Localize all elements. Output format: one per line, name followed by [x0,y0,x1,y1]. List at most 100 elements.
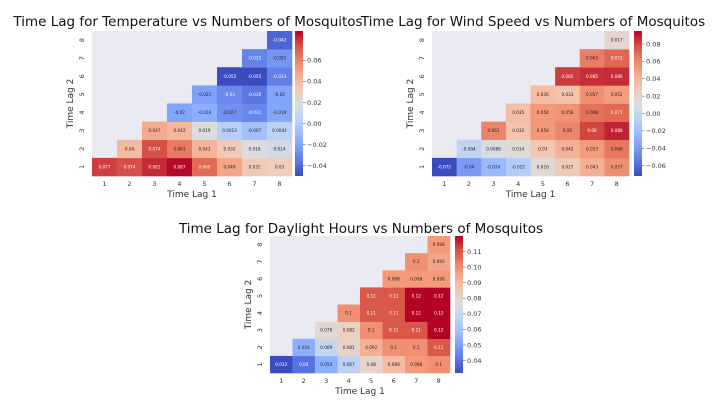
cell-value-label: 0.042 [561,146,573,151]
y-tick-label: 4 [256,311,264,315]
heatmap-cell [217,121,243,141]
cell-value-label: 0.017 [611,38,623,43]
x-tick-label: 1 [102,180,106,188]
x-tick-label: 7 [590,180,594,188]
chart-title: Time Lag for Wind Speed vs Numbers of Mo… [360,14,705,30]
y-tick-label: 7 [418,56,426,60]
heatmap-cell [456,157,482,177]
colorbar-tick-label: 0.09 [467,279,481,287]
x-tick-label: 7 [252,180,256,188]
heatmap-cell [267,67,293,86]
x-tick-label: 2 [302,377,306,385]
heatmap-cell [555,103,581,122]
heatmap-cell [192,139,218,159]
cell-value-label: -0.042 [273,38,287,43]
cell-value-label: 0.086 [611,74,623,79]
cell-value-label: 0.08 [367,362,377,367]
colorbar-tick-label: −0.04 [646,145,666,153]
heatmap-cell [142,157,168,177]
heatmap-cell [315,355,338,374]
cell-value-label: -0.007 [248,128,262,133]
heatmap-cell [167,139,193,159]
cell-value-label: 0.06 [563,128,573,133]
cell-value-label: -0.012 [511,164,525,169]
heatmap-cell [555,157,581,177]
x-axis-label: Time Lag 1 [334,387,385,397]
x-tick-label: 5 [202,180,206,188]
x-tick-label: 2 [467,180,471,188]
cell-value-label: 0.032 [224,146,236,151]
cell-value-label: 0.095 [433,259,445,264]
heatmap-cell [167,121,193,141]
y-tick-label: 1 [256,362,264,366]
cell-value-label: 0.1 [413,259,420,264]
chart-title: Time Lag for Daylight Hours vs Numbers o… [178,221,543,237]
heatmap-cell [192,157,218,177]
y-tick-label: 2 [256,345,264,349]
colorbar-tick-label: 0.08 [467,295,481,303]
cell-value-label: 0.069 [320,345,332,350]
cell-value-label: 0.072 [611,56,623,61]
heatmap-cell [604,103,630,122]
heatmap-cell [432,157,457,177]
heatmap-cell [427,270,451,288]
cell-value-label: 0.1 [390,345,397,350]
heatmap-cell [555,85,581,104]
cell-value-label: -0.036 [248,92,262,97]
heatmap-cell [579,49,605,68]
cell-value-label: 0.03 [275,164,285,169]
heatmap-cell [267,121,293,141]
colorbar-tick-label: 0.02 [307,99,321,107]
cell-value-label: 0.067 [343,362,355,367]
cell-value-label: 0.027 [561,164,573,169]
x-tick-label: 8 [277,180,281,188]
heatmap-cell [579,157,605,177]
cell-value-label: 0.0086 [486,146,501,151]
cell-value-label: -0.027 [223,110,237,115]
heatmap-cell [242,121,268,141]
heatmap-cell [530,157,556,177]
cell-value-label: -0.016 [198,110,212,115]
heatmap-cell [505,103,531,122]
cell-value-label: 0.074 [124,164,136,169]
heatmap-cell [382,270,406,288]
cell-value-label: 0.033 [561,92,573,97]
cell-value-label: 0.1 [368,328,375,333]
heatmap-cell [579,103,605,122]
y-tick-label: 8 [256,242,264,246]
x-tick-label: 4 [177,180,181,188]
heatmap-cell [579,67,605,86]
heatmap-cell [292,338,316,357]
cell-value-label: 0.0044 [272,128,287,133]
heatmap-cell [267,49,293,68]
cell-value-label: 0.016 [537,164,549,169]
cell-value-label: 0.068 [586,110,598,115]
cell-value-label: 0.11 [389,311,399,316]
heatmap-cell [604,67,630,86]
heatmap-cell [481,157,507,177]
cell-value-label: 0.04 [125,146,135,151]
heatmap-cell [579,139,605,159]
cell-value-label: 0.061 [488,128,500,133]
x-tick-label: 7 [414,377,418,385]
heatmap-cell [382,321,406,340]
heatmap-cell [315,321,338,340]
cell-value-label: 0.0013 [222,128,237,133]
heatmap-cell [217,85,243,104]
heatmap-cell [405,287,428,305]
colorbar-tick-label: 0.04 [646,75,660,83]
heatmap-cell [604,85,630,104]
x-tick-label: 1 [279,377,283,385]
cell-value-label: 0.068 [199,164,211,169]
colorbar [455,236,463,373]
y-tick-label: 1 [78,165,86,169]
heatmap-cell [382,287,406,305]
x-tick-label: 8 [437,377,441,385]
cell-value-label: 0.056 [561,110,573,115]
colorbar-tick-label: −0.04 [307,162,327,170]
heatmap-cell [530,103,556,122]
x-axis-label: Time Lag 1 [166,190,217,200]
cell-value-label: 0.018 [249,146,261,151]
cell-value-label: 0.035 [512,110,524,115]
heatmap-cell [337,338,361,357]
